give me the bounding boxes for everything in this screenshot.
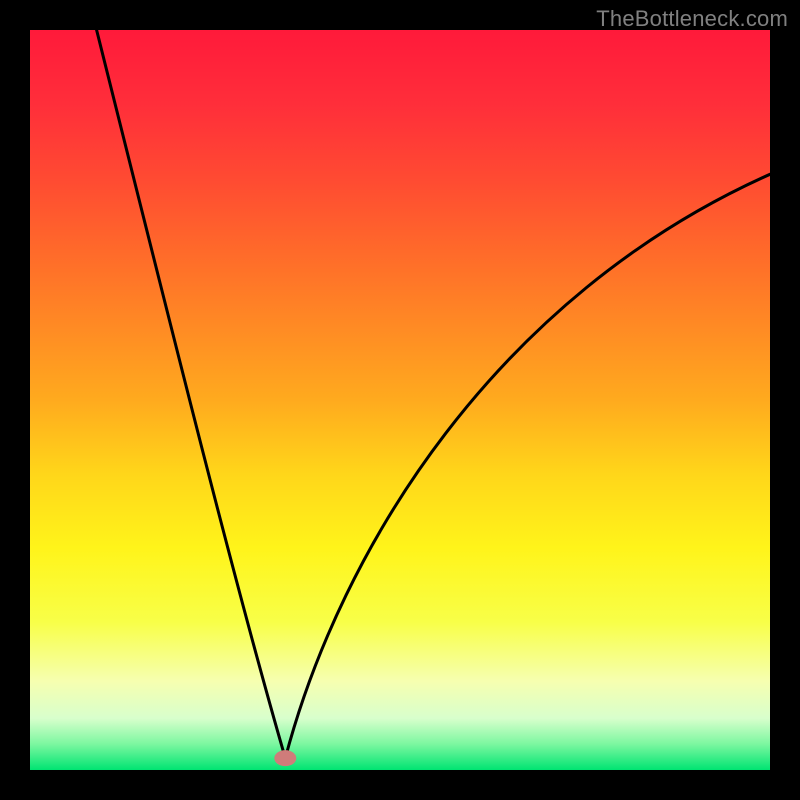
watermark-text: TheBottleneck.com bbox=[596, 6, 788, 32]
bottleneck-curve bbox=[97, 30, 770, 758]
plot-area bbox=[30, 30, 770, 770]
chart-container: TheBottleneck.com bbox=[0, 0, 800, 800]
vertex-marker bbox=[274, 750, 296, 766]
curve-svg bbox=[30, 30, 770, 770]
